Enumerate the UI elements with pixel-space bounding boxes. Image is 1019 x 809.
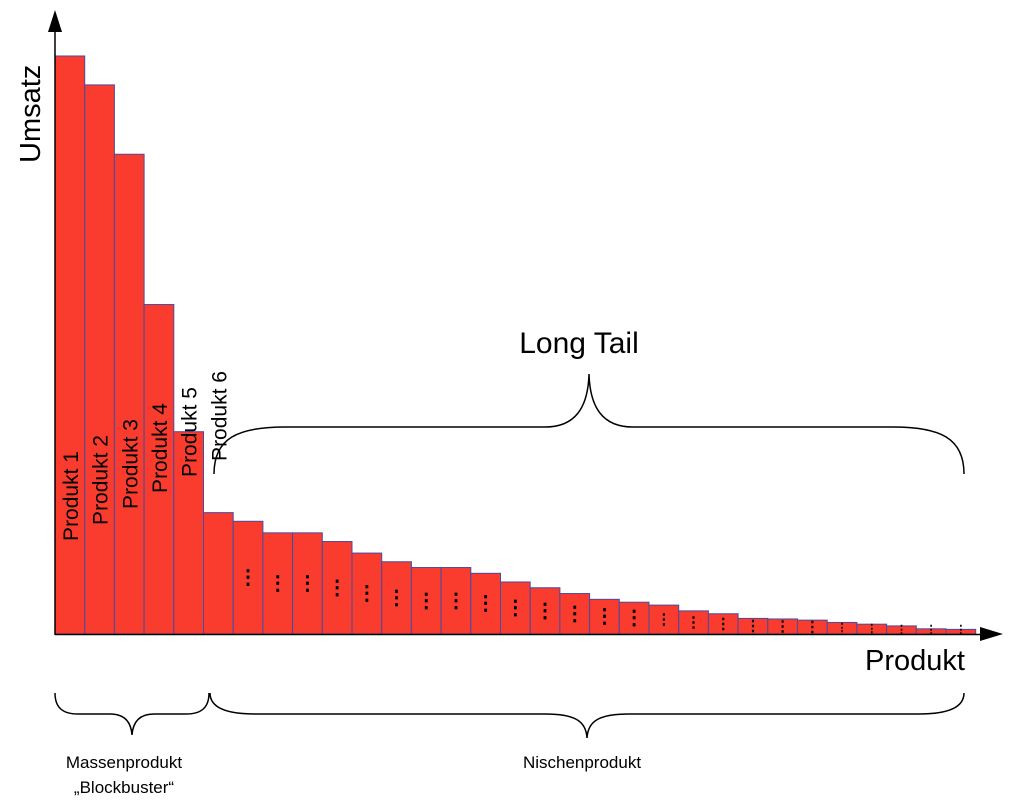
- bar-14: [440, 567, 472, 635]
- bar-16: [500, 581, 531, 635]
- bar-ellipsis-label: ⋮: [594, 606, 614, 628]
- mass-product-brace: [54, 692, 210, 736]
- bar-ellipsis-label: ⋮: [238, 567, 258, 589]
- bar-category-label: Produkt 2: [90, 435, 113, 525]
- bar-12: [381, 561, 412, 635]
- bar-ellipsis-label: ⋮: [387, 587, 407, 609]
- x-axis-arrow: [980, 627, 1003, 641]
- bar-ellipsis-label: ⋮: [297, 572, 317, 594]
- bar-ellipsis-label: ⋮: [327, 577, 347, 599]
- bar-1: [54, 55, 86, 635]
- niche-product-label: Nischenprodukt: [523, 753, 641, 772]
- bar-ellipsis-label: ⋮: [686, 614, 701, 631]
- bar-ellipsis-label: ⋮: [357, 583, 377, 605]
- bar-5: [173, 431, 205, 635]
- mass-product-label-line1: Massenprodukt: [66, 753, 183, 772]
- y-axis-label: Umsatz: [15, 65, 47, 163]
- bar-6: [203, 512, 234, 635]
- bar-category-label: Produkt 1: [60, 451, 83, 541]
- bar-ellipsis-label: ⋮: [656, 611, 671, 628]
- bar-ellipsis-label: ⋮: [866, 623, 877, 635]
- bar-7: [232, 520, 264, 635]
- bar-ellipsis-label: ⋮: [716, 615, 731, 632]
- long-tail-label: Long Tail: [519, 327, 639, 360]
- bar-ellipsis-label: ⋮: [268, 572, 288, 594]
- bar-21: [648, 604, 680, 635]
- bar-ellipsis-label: ⋮: [505, 597, 525, 619]
- niche-product-brace: [209, 692, 965, 739]
- bar-ellipsis-label: ⋮: [745, 618, 760, 635]
- bar-20: [618, 601, 650, 635]
- bar-ellipsis-label: ⋮: [446, 590, 466, 612]
- mass-product-label-line2: „Blockbuster“: [74, 778, 174, 797]
- bar-ellipsis-label: ⋮: [805, 619, 820, 636]
- bar-category-label: Produkt 5: [179, 387, 202, 477]
- bar-category-label: Produkt 3: [119, 419, 142, 509]
- bar-category-label: Produkt 4: [149, 403, 172, 493]
- bar-10: [321, 541, 353, 635]
- bar-category-label: Produkt 6: [208, 371, 231, 461]
- bar-ellipsis-label: ⋮: [926, 624, 937, 636]
- bar-ellipsis-label: ⋮: [565, 603, 585, 625]
- bar-18: [559, 593, 591, 635]
- bar-2: [84, 84, 115, 635]
- bar-ellipsis-label: ⋮: [775, 618, 790, 635]
- bar-4: [143, 304, 175, 635]
- long-tail-brace: [213, 373, 965, 475]
- bar-ellipsis-label: ⋮: [837, 622, 848, 634]
- bar-ellipsis-label: ⋮: [476, 593, 496, 615]
- bar-group: Produkt 1 Produkt 2 Produkt 3 Produkt 4 Prod…: [54, 55, 977, 636]
- x-axis-label: Produkt: [865, 645, 965, 677]
- bar-ellipsis-label: ⋮: [955, 624, 966, 636]
- bar-ellipsis-label: ⋮: [624, 607, 644, 629]
- bar-ellipsis-label: ⋮: [416, 590, 436, 612]
- bar-ellipsis-label: ⋮: [535, 600, 555, 622]
- bar-ellipsis-label: ⋮: [896, 624, 907, 636]
- bar-3: [113, 153, 145, 635]
- y-axis-arrow: [48, 10, 62, 32]
